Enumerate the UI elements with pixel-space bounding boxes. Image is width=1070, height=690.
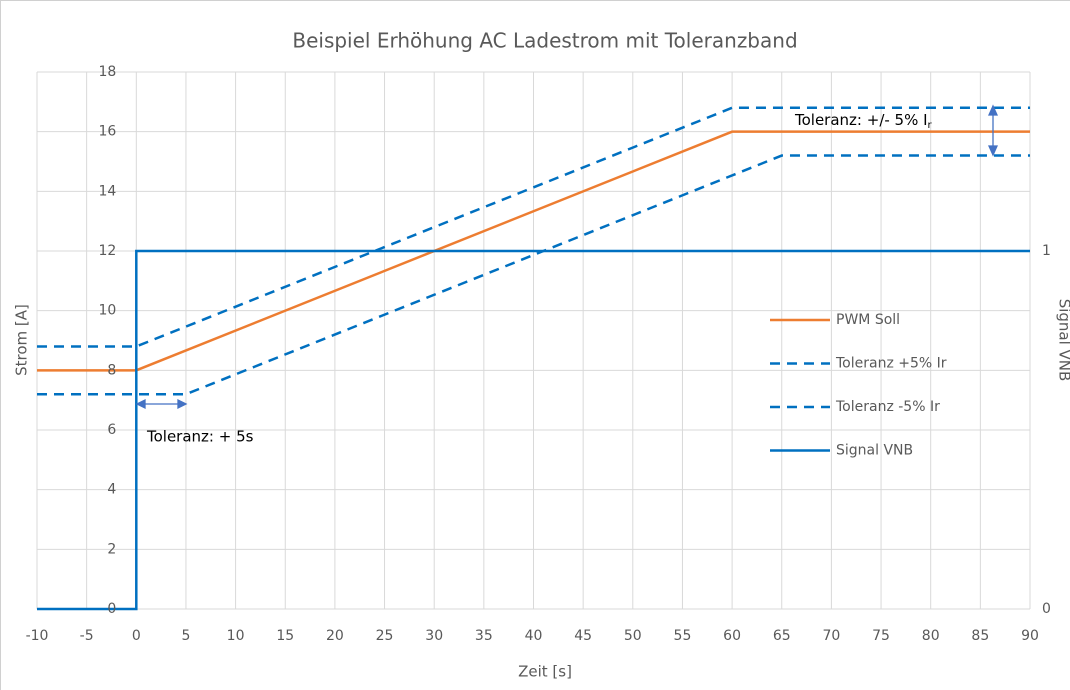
annotation-text: Toleranz: +/- 5% I: [794, 111, 928, 129]
x-tick-label: 70: [822, 628, 840, 644]
x-tick-label: 65: [773, 628, 791, 644]
plot-lines: [37, 106, 1030, 611]
y-tick-label: 6: [107, 422, 116, 438]
x-tick-label: 90: [1021, 628, 1039, 644]
x-tick-label: -10: [26, 628, 49, 644]
labels: -10 -5 0 5 10 15 20 25 30 35 40 45 50 55 60 65 70 75 80 85 9…: [26, 64, 1051, 644]
series-line: [37, 106, 1030, 348]
y2-tick-label: 1: [1042, 243, 1051, 259]
x-tick-label: 60: [723, 628, 741, 644]
annotation: Toleranz: + 5s: [146, 428, 254, 446]
x-tick-label: 50: [624, 628, 642, 644]
annotation: Toleranz: +/- 5% Ir: [794, 111, 933, 132]
y-tick-label: 18: [98, 64, 116, 80]
chart-title: Beispiel Erhöhung AC Ladestrom mit Toler…: [292, 29, 797, 53]
x-tick-label: 5: [181, 628, 190, 644]
x-tick-label: 0: [132, 628, 141, 644]
x-tick-label: 40: [525, 628, 543, 644]
y-tick-label: 12: [98, 243, 116, 259]
x-tick-label: 45: [574, 628, 592, 644]
legend-label: Toleranz -5% Ir: [835, 399, 940, 415]
y-tick-label: 16: [98, 124, 116, 140]
legend-label: Signal VNB: [836, 443, 913, 459]
series-line: [37, 249, 1030, 611]
x-tick-label: 35: [475, 628, 493, 644]
x-tick-label: 10: [227, 628, 245, 644]
y2-tick-label: 0: [1042, 601, 1051, 617]
x-tick-label: 15: [276, 628, 294, 644]
y2-axis-label: Signal VNB: [1056, 299, 1070, 382]
y-axis-label: Strom [A]: [13, 304, 31, 376]
x-tick-label: 80: [922, 628, 940, 644]
x-tick-label: 55: [674, 628, 692, 644]
y-tick-label: 0: [107, 601, 116, 617]
y-tick-label: 2: [107, 541, 116, 557]
annotation-subscript: r: [928, 120, 933, 131]
arrow-horizontal: [135, 398, 188, 410]
x-axis-label: Zeit [s]: [518, 663, 572, 681]
y-tick-label: 10: [98, 303, 116, 319]
x-tick-label: 20: [326, 628, 344, 644]
x-tick-label: -5: [80, 628, 94, 644]
legend-label: Toleranz +5% Ir: [835, 356, 947, 372]
x-tick-label: 85: [971, 628, 989, 644]
y-tick-label: 14: [98, 183, 116, 199]
y-tick-label: 4: [107, 482, 116, 498]
series-line: [37, 154, 1030, 396]
arrow-vertical: [987, 104, 999, 157]
x-tick-label: 30: [425, 628, 443, 644]
legend-label: PWM Soll: [836, 312, 900, 328]
x-tick-label: 75: [872, 628, 890, 644]
y-tick-label: 8: [107, 362, 116, 378]
grid: [36, 71, 1031, 610]
x-tick-label: 25: [376, 628, 394, 644]
